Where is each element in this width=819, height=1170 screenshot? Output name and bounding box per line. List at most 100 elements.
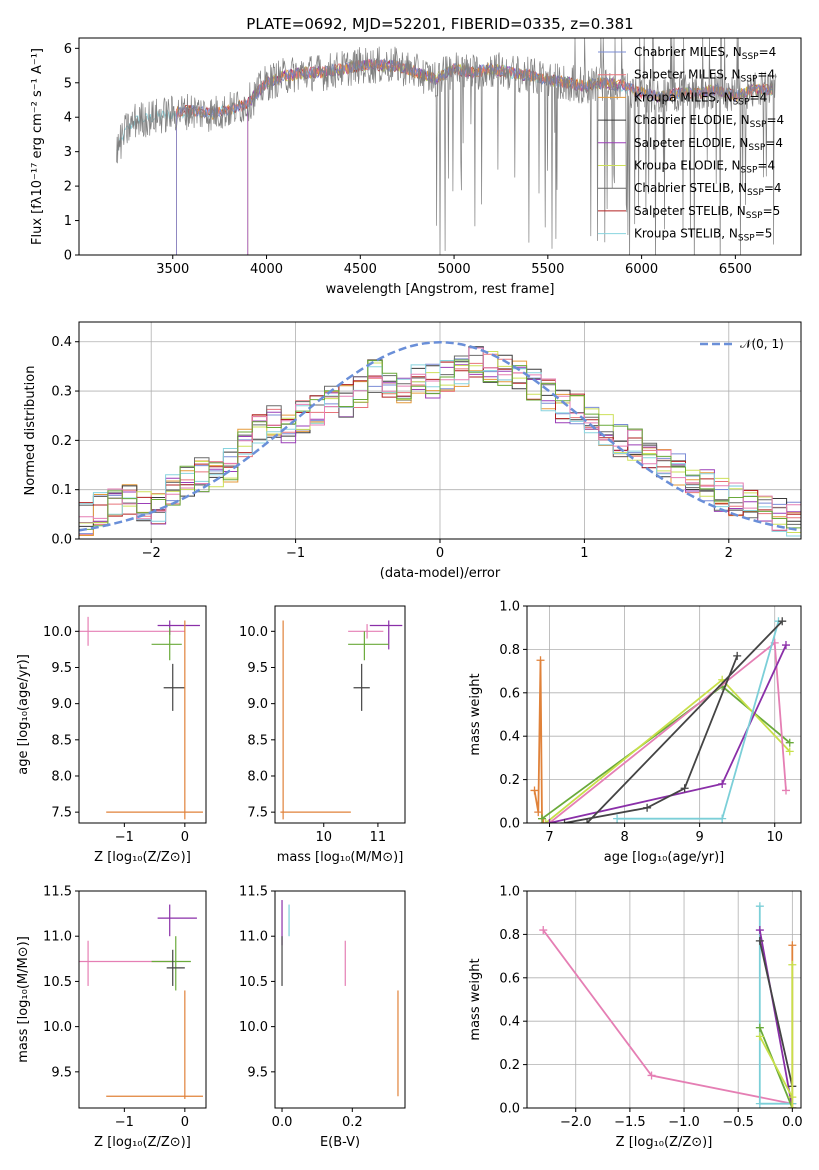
weight-marker: [788, 941, 797, 950]
x-axis-label: wavelength [Angstrom, rest frame]: [326, 282, 555, 297]
y-tick-label: 8.5: [247, 733, 268, 748]
weight-marker: [785, 747, 794, 756]
plot-layer: 3500 4000 4500 5000 5500 6000 6500 0 1 2 3 4 5 6 wavel…: [16, 37, 803, 1150]
y-tick-label: 0.4: [51, 335, 72, 350]
x-tick-label: 0.2: [342, 1115, 363, 1130]
legend-entry: Chabrier STELIB, NSSP=4: [634, 181, 782, 198]
weight-marker: [539, 926, 548, 935]
weight-marker: [785, 738, 794, 747]
x-tick-label: 3500: [156, 262, 189, 277]
y-tick-label: 0: [64, 249, 72, 264]
y-tick-label: 0.2: [499, 773, 520, 788]
x-tick-label: −1: [115, 1115, 134, 1130]
y-tick-label: 4: [64, 111, 72, 126]
weight-line: [545, 678, 791, 823]
x-axis-label: (data-model)/error: [380, 566, 501, 581]
legend-entry: 𝒩(0, 1): [740, 337, 784, 351]
age_vs_Z-frame: [78, 605, 207, 824]
residuals-plot-area: [79, 322, 801, 539]
x-tick-label: 8: [620, 830, 628, 845]
x-tick-label: −0.5: [722, 1115, 754, 1130]
x-tick-label: 10: [766, 830, 783, 845]
x-tick-label: 6000: [625, 262, 658, 277]
weight-line: [564, 655, 739, 823]
residuals-frame: [78, 321, 802, 540]
x-tick-label: 4500: [344, 262, 377, 277]
weight-marker: [755, 1099, 764, 1108]
y-tick-label: 0.0: [499, 1102, 520, 1117]
x-tick-label: 5500: [531, 262, 564, 277]
legend-entry: Kroupa ELODIE, NSSP=4: [634, 159, 775, 176]
y-tick-label: 1.0: [499, 600, 520, 615]
y-tick-label: 0.2: [499, 1058, 520, 1073]
x-tick-label: 5000: [438, 262, 471, 277]
y-tick-label: 0.4: [499, 1015, 520, 1030]
y-axis-label: mass [log₁₀(M/M⊙)]: [16, 936, 31, 1063]
legend-entry: Salpeter MILES, NSSP=4: [634, 68, 775, 85]
x-tick-label: 7: [545, 830, 553, 845]
weight-marker: [781, 641, 790, 650]
y-axis-label: mass weight: [468, 958, 483, 1040]
weight-line: [759, 1035, 794, 1098]
x-tick-label: 0.0: [272, 1115, 293, 1130]
age_vs_mass-panel: 10 11 7.5 8.0 8.5 9.0 9.5 10.0 mass [log₁₀(M/M⊙)…: [239, 605, 406, 865]
x-tick-label: −1: [115, 830, 134, 845]
y-tick-label: 0.0: [499, 817, 520, 832]
weight_vs_age-panel: 7 8 9 10 0.0 0.2 0.4 0.6 0.8 1.0 age [log₁₀(age/yr…: [468, 600, 802, 865]
weight-line: [542, 929, 793, 1105]
weight-line: [758, 940, 794, 1087]
x-tick-label: −1.0: [668, 1115, 700, 1130]
x-tick-label: −2: [142, 546, 161, 561]
x-axis-label: age [log₁₀(age/yr)]: [604, 850, 725, 865]
mass_vs_ebv-panel: 0.0 0.2 9.5 10.0 10.5 11.0 11.5 E(B-V): [239, 885, 406, 1150]
y-axis-label: mass weight: [468, 673, 483, 755]
mass_vs_ebv-plot-area: [281, 900, 399, 1097]
y-tick-label: 9.5: [51, 1065, 72, 1080]
y-tick-label: 7.5: [247, 806, 268, 821]
weight-marker: [781, 786, 790, 795]
weight-marker: [778, 617, 787, 626]
y-tick-label: 0.6: [499, 686, 520, 701]
y-tick-label: 10.0: [239, 625, 268, 640]
x-tick-label: 11: [370, 830, 387, 845]
weight_vs_age-frame: [526, 605, 802, 824]
y-tick-label: 0.3: [51, 385, 72, 400]
y-tick-label: 7.5: [51, 806, 72, 821]
x-tick-label: 0: [436, 546, 444, 561]
weight-marker: [647, 1071, 656, 1080]
y-tick-label: 0.8: [499, 643, 520, 658]
y-tick-label: 9.5: [51, 661, 72, 676]
weight-marker: [718, 779, 727, 788]
weight-marker: [534, 808, 543, 817]
x-axis-label: E(B-V): [320, 1135, 360, 1150]
weight-marker: [538, 814, 547, 823]
y-tick-label: 10.0: [239, 1020, 268, 1035]
y-tick-label: 11.0: [43, 930, 72, 945]
spectrum-plot-area: [116, 38, 777, 255]
weight-marker: [718, 814, 727, 823]
x-axis-label: mass [log₁₀(M/M⊙)]: [277, 850, 404, 865]
y-tick-label: 0.4: [499, 730, 520, 745]
weight-line: [533, 660, 545, 823]
y-tick-label: 9.0: [51, 697, 72, 712]
weight-marker: [755, 1032, 764, 1041]
y-tick-label: 0.6: [499, 971, 520, 986]
weight-marker: [536, 656, 545, 665]
weight-marker: [755, 926, 764, 935]
legend-entry: Salpeter STELIB, NSSP=5: [634, 204, 780, 221]
y-tick-label: 6: [64, 42, 72, 57]
y-tick-label: 2: [64, 180, 72, 195]
mass_vs_ebv-frame: [274, 890, 406, 1109]
weight-marker: [539, 819, 548, 823]
mass_vs_Z-plot-area: [79, 904, 203, 1099]
histogram-step: [79, 359, 801, 539]
y-tick-label: 8.0: [51, 769, 72, 784]
spectrum-panel: 3500 4000 4500 5000 5500 6000 6500 0 1 2 3 4 5 6 wavel…: [30, 37, 802, 297]
weight-line: [758, 906, 793, 1105]
weight-marker: [680, 784, 689, 793]
x-tick-label: 0: [181, 1115, 189, 1130]
y-tick-label: 11.5: [43, 885, 72, 900]
x-axis-label: Z [log₁₀(Z/Z⊙)]: [94, 1135, 191, 1150]
y-axis-label: age [log₁₀(age/yr)]: [16, 654, 31, 775]
